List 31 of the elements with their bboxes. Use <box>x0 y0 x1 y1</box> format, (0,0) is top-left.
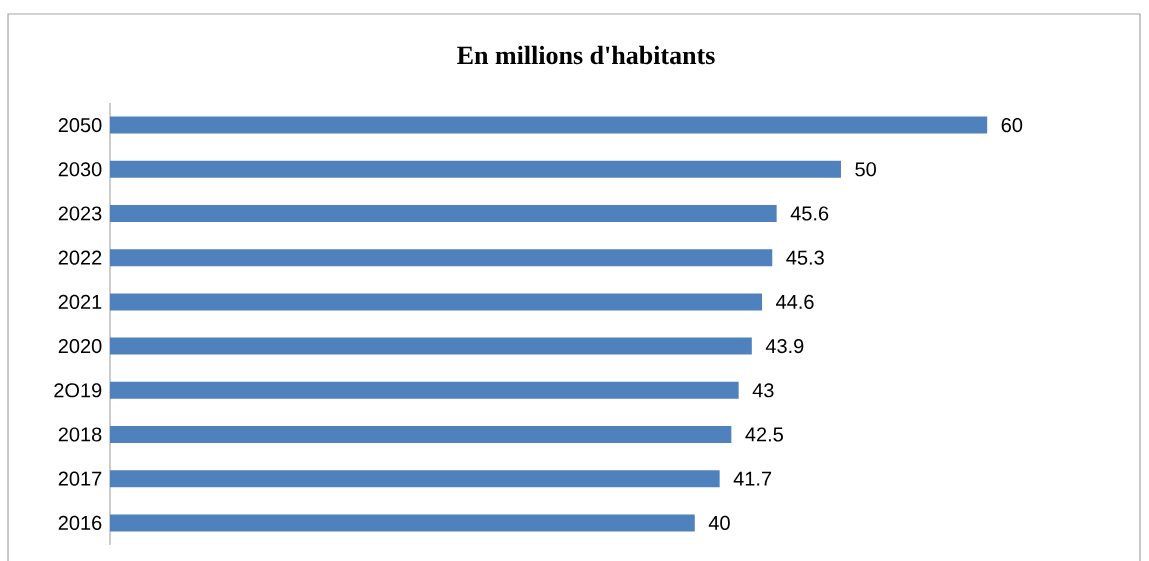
data-label: 45.3 <box>786 250 824 265</box>
y-tick-label: 2022 <box>58 250 102 265</box>
bar <box>110 116 988 134</box>
y-tick-label: 2030 <box>58 162 102 177</box>
y-tick-label: 2050 <box>58 117 102 133</box>
y-tick-label: 2023 <box>58 206 102 221</box>
bar <box>110 293 763 311</box>
data-label: 50 <box>855 162 876 177</box>
y-tick-label: 2017 <box>58 471 102 486</box>
data-label: 41.7 <box>733 471 772 486</box>
bar <box>110 470 720 488</box>
bar <box>110 160 841 178</box>
y-tick-label: 2020 <box>58 339 102 354</box>
bar <box>110 337 752 355</box>
y-tick-label: 2021 <box>58 294 102 309</box>
data-label: 43 <box>752 383 774 398</box>
bar <box>110 425 732 443</box>
bar <box>110 204 777 222</box>
data-label: 60 <box>1001 117 1023 133</box>
data-label: 40 <box>708 515 730 530</box>
y-tick-label: 2018 <box>58 427 102 442</box>
data-label: 43.9 <box>765 339 804 354</box>
data-label: 42.5 <box>745 427 783 442</box>
y-tick-label: 2016 <box>58 515 102 530</box>
bar <box>110 249 773 267</box>
bar <box>110 381 739 399</box>
bar <box>110 514 695 532</box>
chart-title: En millions d'habitants <box>457 45 715 65</box>
data-label: 44.6 <box>776 294 814 309</box>
data-label: 45.6 <box>790 206 829 221</box>
y-tick-label: 2O19 <box>54 383 102 398</box>
